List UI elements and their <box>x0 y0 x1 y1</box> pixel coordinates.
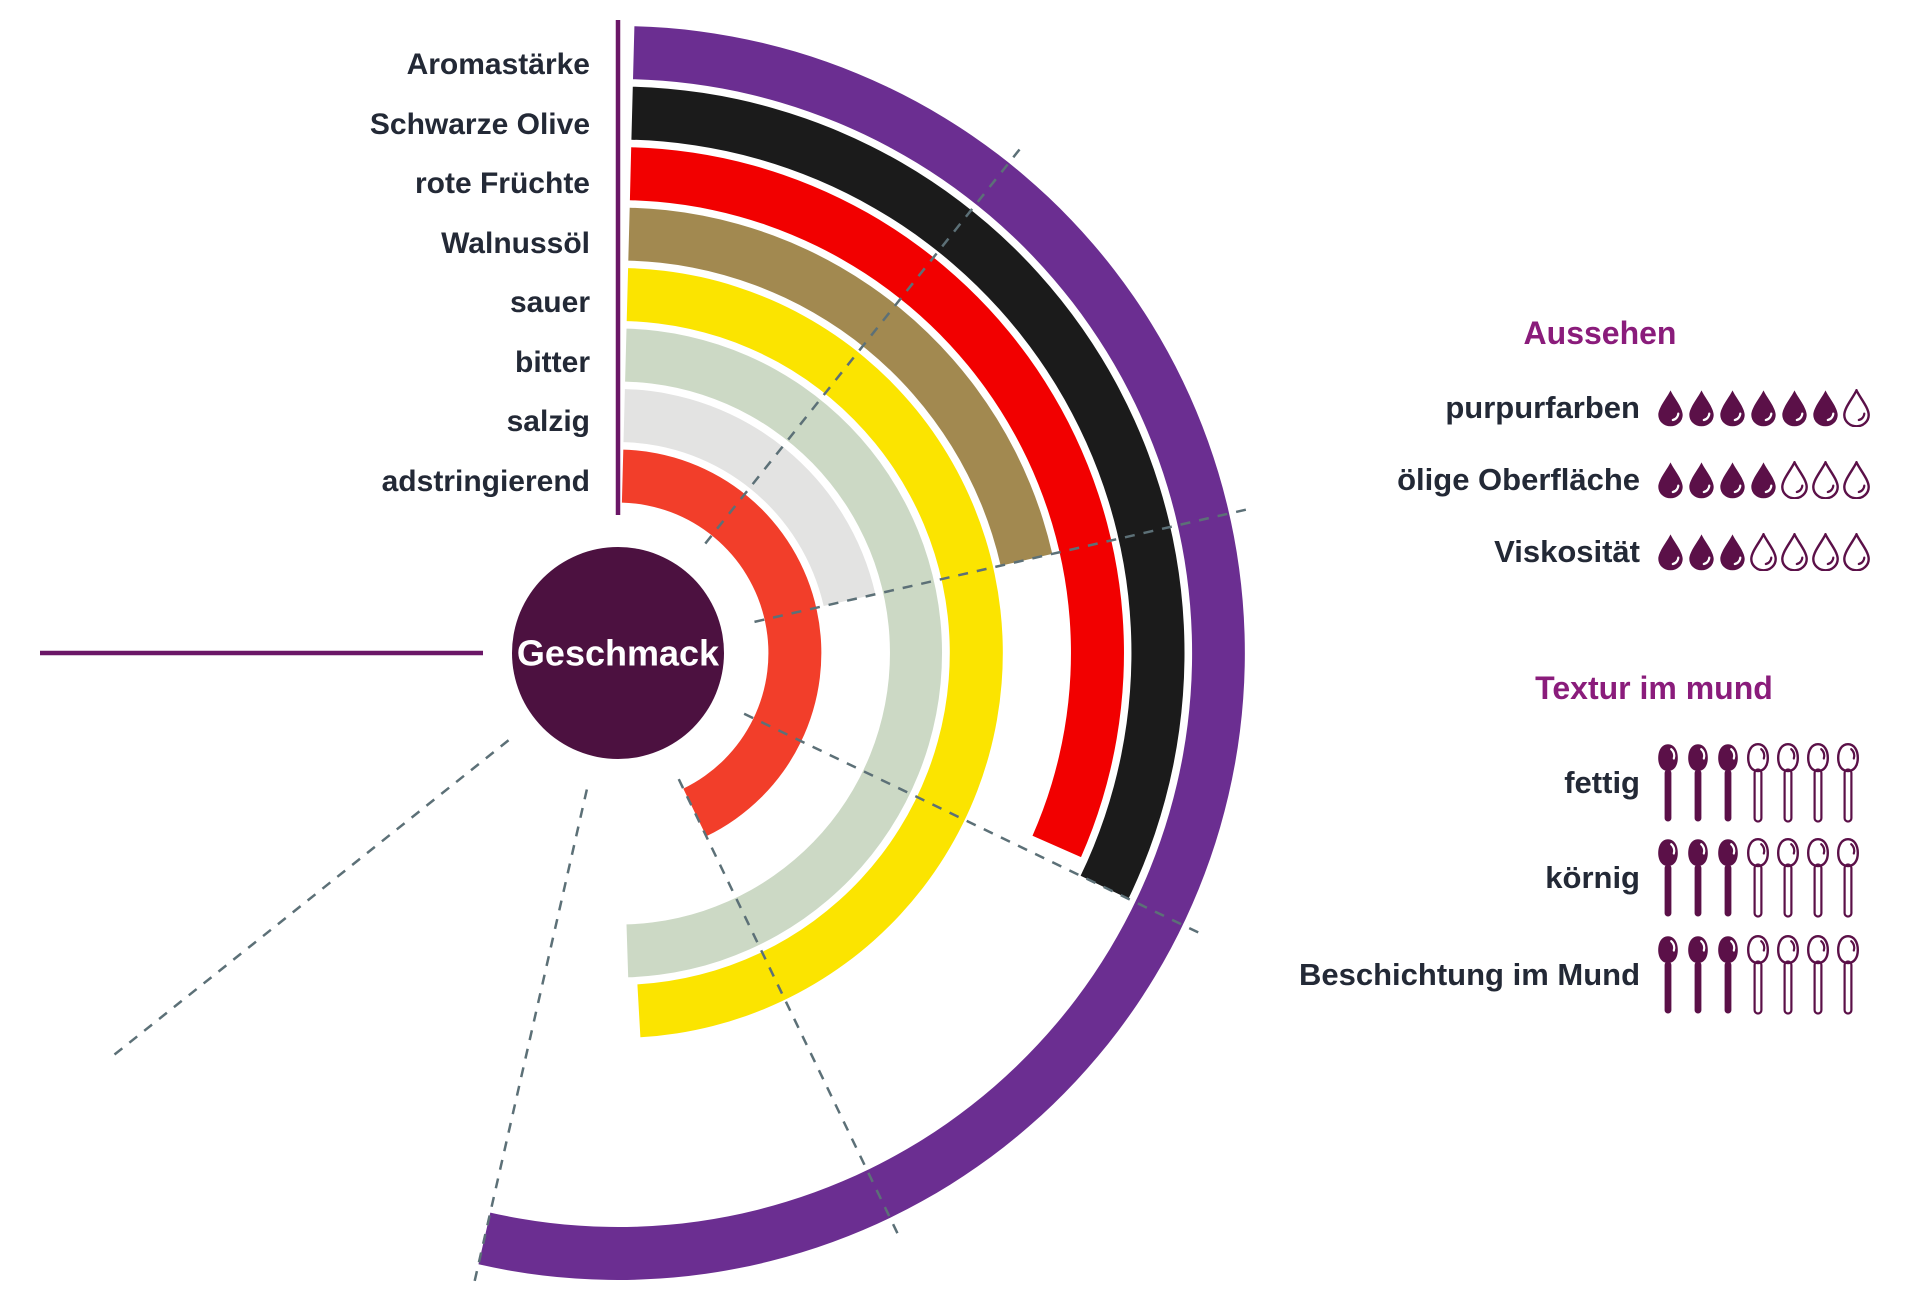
spoon-icon-empty <box>1837 935 1859 1015</box>
droplet-icon-empty <box>1812 533 1839 571</box>
spoon-icon-filled <box>1718 936 1738 1014</box>
droplet-icon-empty <box>1843 389 1870 427</box>
gridline-dashed <box>677 778 901 1238</box>
arc-walnuss-l <box>628 207 1053 566</box>
droplet-icon-filled <box>1658 534 1683 571</box>
aussehen-title: Aussehen <box>1523 315 1677 351</box>
droplet-icon-filled <box>1751 390 1776 427</box>
aussehen-row-label--lige-oberfl-che: ölige Oberfläche <box>1397 462 1640 497</box>
spoon-icon-empty <box>1807 743 1829 823</box>
spoon-icon-empty <box>1777 935 1799 1015</box>
spoon-icon-empty <box>1747 743 1769 823</box>
droplet-icon-empty <box>1750 533 1777 571</box>
arc-salzig <box>623 389 876 606</box>
spoon-icon-filled <box>1658 936 1678 1014</box>
droplet-icon-filled <box>1689 534 1714 571</box>
spoon-icon-empty <box>1807 838 1829 918</box>
spoon-icon-empty <box>1777 743 1799 823</box>
arc-schwarze-olive <box>631 86 1185 899</box>
spoon-icon-filled <box>1688 839 1708 917</box>
droplet-icon-empty <box>1843 461 1870 499</box>
spoon-icon-empty <box>1807 935 1829 1015</box>
ring-label-adstringierend: adstringierend <box>381 464 590 498</box>
spoon-icon-filled <box>1688 936 1708 1014</box>
ring-label-schwarze-olive: Schwarze Olive <box>369 107 590 141</box>
textur-title: Textur im mund <box>1535 670 1773 706</box>
textur-rating-beschichtung-im-mund <box>1657 935 1859 1015</box>
spoon-icon-filled <box>1658 839 1678 917</box>
textur-row-label-beschichtung-im-mund: Beschichtung im Mund <box>1299 957 1640 992</box>
spoon-icon-filled <box>1688 744 1708 822</box>
spoon-icon-empty <box>1837 838 1859 918</box>
arc-adstringierend <box>621 449 822 837</box>
droplet-icon-empty <box>1781 461 1808 499</box>
aussehen-rating-viskosit-t <box>1657 533 1870 571</box>
spoon-icon-empty <box>1777 838 1799 918</box>
droplet-icon-filled <box>1720 462 1745 499</box>
spoon-icon-empty <box>1837 743 1859 823</box>
ring-label-sauer: sauer <box>509 286 590 319</box>
droplet-icon-filled <box>1813 390 1838 427</box>
droplet-icon-filled <box>1720 390 1745 427</box>
spoon-icon-empty <box>1747 935 1769 1015</box>
aussehen-row-label-purpurfarben: purpurfarben <box>1445 390 1640 425</box>
droplet-icon-filled <box>1720 534 1745 571</box>
textur-row-label-fettig: fettig <box>1564 765 1640 800</box>
droplet-icon-empty <box>1781 533 1808 571</box>
gridline-dashed <box>110 739 510 1058</box>
aussehen-row-label-viskosit-t: Viskosität <box>1494 534 1640 569</box>
droplet-icon-filled <box>1658 462 1683 499</box>
ring-label-aromast-rke: Aromastärke <box>406 48 590 81</box>
gridline-dashed <box>754 507 1251 624</box>
droplet-icon-filled <box>1751 462 1776 499</box>
arc-rote-fr-chte <box>629 147 1124 858</box>
droplet-icon-filled <box>1689 462 1714 499</box>
ring-label-salzig: salzig <box>506 405 590 438</box>
textur-row-label-k-rnig: körnig <box>1545 860 1640 895</box>
center-circle <box>512 547 724 759</box>
textur-rating-k-rnig <box>1657 838 1859 918</box>
spoon-icon-filled <box>1718 744 1738 822</box>
textur-rating-fettig <box>1657 743 1859 823</box>
spoon-icon-filled <box>1658 744 1678 822</box>
droplet-icon-filled <box>1782 390 1807 427</box>
spoon-icon-empty <box>1747 838 1769 918</box>
aussehen-rating--lige-oberfl-che <box>1657 461 1870 499</box>
ring-label-rote-fr-chte: rote Früchte <box>414 167 590 200</box>
droplet-icon-filled <box>1689 390 1714 427</box>
arc-sauer <box>626 268 1003 1038</box>
spoon-icon-filled <box>1718 839 1738 917</box>
ring-label-walnuss-l: Walnussöl <box>441 226 590 260</box>
gridline-dashed <box>472 789 589 1286</box>
droplet-icon-filled <box>1658 390 1683 427</box>
center-label: Geschmack <box>517 633 720 674</box>
gridline-dashed <box>704 145 1023 545</box>
gridline-dashed <box>743 712 1203 936</box>
droplet-icon-empty <box>1843 533 1870 571</box>
aussehen-rating-purpurfarben <box>1657 389 1870 427</box>
droplet-icon-empty <box>1812 461 1839 499</box>
ring-label-bitter: bitter <box>515 345 590 379</box>
arc-bitter <box>625 328 943 978</box>
